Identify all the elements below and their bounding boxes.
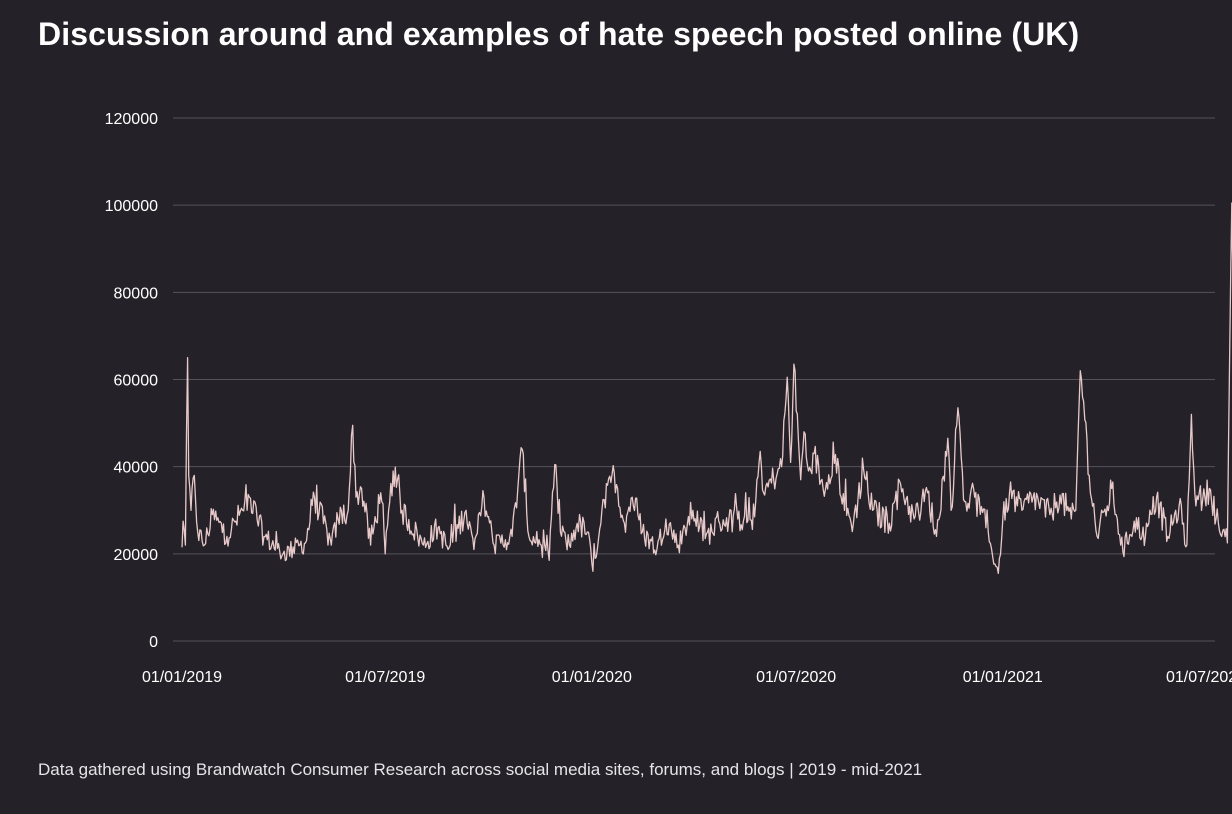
y-tick-label: 40000 <box>114 460 159 477</box>
y-tick-label: 0 <box>149 634 158 651</box>
y-tick-label: 20000 <box>114 547 159 564</box>
source-caption: Data gathered using Brandwatch Consumer … <box>38 760 923 779</box>
series-group <box>181 202 1232 575</box>
y-tick-label: 80000 <box>114 285 159 302</box>
x-tick-label: 01/01/2020 <box>552 669 632 686</box>
chart-title: Discussion around and examples of hate s… <box>38 16 1080 52</box>
x-tick-label: 01/01/2019 <box>142 669 222 686</box>
series-line-mentions <box>181 202 1232 575</box>
x-tick-label: 01/07/2021 <box>1166 669 1232 686</box>
y-tick-label: 120000 <box>105 111 158 128</box>
x-tick-label: 01/07/2020 <box>756 669 836 686</box>
y-tick-label: 100000 <box>105 198 158 215</box>
grid-lines <box>173 117 1215 642</box>
x-tick-label: 01/01/2021 <box>963 669 1043 686</box>
x-axis-tick-labels: 01/01/2019 01/07/2019 01/01/2020 01/07/2020… <box>142 669 1232 686</box>
y-tick-label: 60000 <box>114 373 159 390</box>
y-axis-tick-labels: 0 20000 40000 60000 80000 100000 120000 <box>105 111 158 651</box>
x-tick-label: 01/07/2019 <box>345 669 425 686</box>
